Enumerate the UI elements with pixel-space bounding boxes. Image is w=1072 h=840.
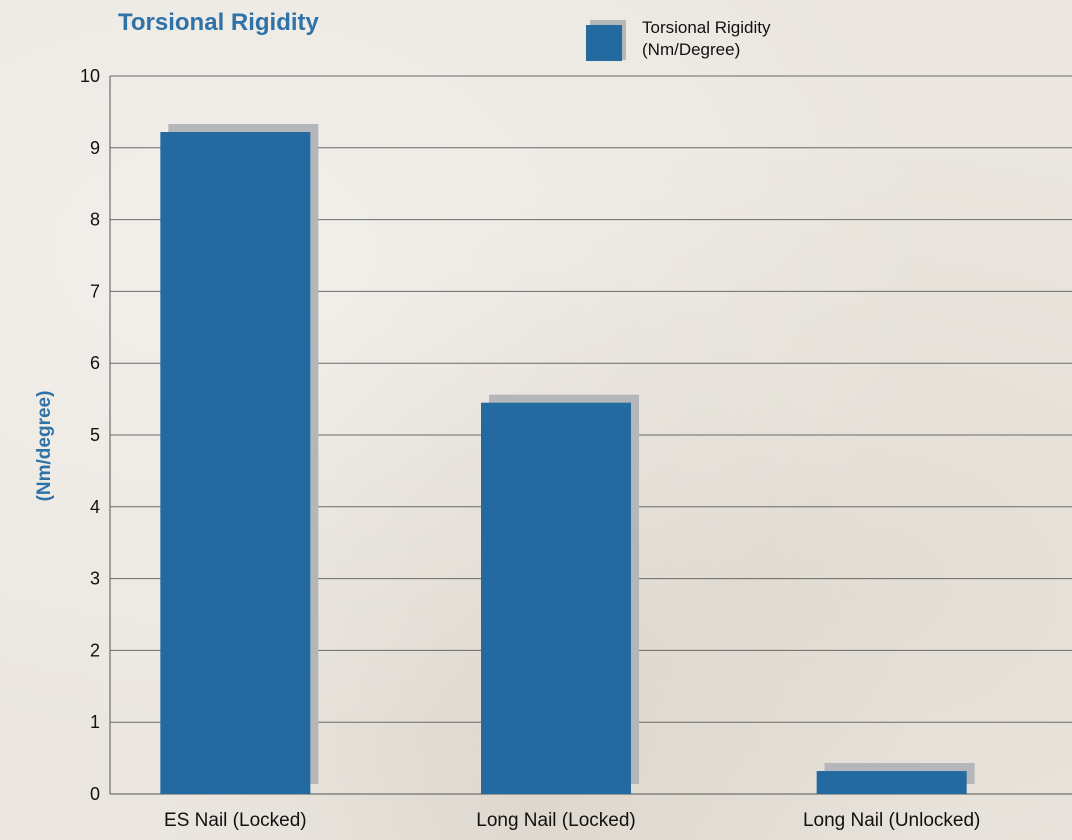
legend: Torsional Rigidity (Nm/Degree) xyxy=(586,18,771,61)
bar xyxy=(481,402,631,794)
y-tick-label: 0 xyxy=(90,784,100,804)
y-tick-label: 9 xyxy=(90,138,100,158)
y-tick-label: 10 xyxy=(80,66,100,86)
y-tick-label: 8 xyxy=(90,210,100,230)
y-tick-label: 2 xyxy=(90,640,100,660)
y-tick-label: 1 xyxy=(90,712,100,732)
legend-swatch xyxy=(586,25,622,61)
bars xyxy=(160,124,975,794)
bar xyxy=(816,771,967,794)
legend-label-line-1: Torsional Rigidity xyxy=(642,18,771,37)
y-tick-label: 5 xyxy=(90,425,100,445)
chart-title: Torsional Rigidity xyxy=(118,9,320,36)
y-tick-labels: 0 1 2 3 4 5 6 7 8 9 10 xyxy=(80,66,100,804)
x-category-label: ES Nail (Locked) xyxy=(164,810,307,831)
legend-label-line-2: (Nm/Degree) xyxy=(642,40,740,59)
x-category-label: Long Nail (Unlocked) xyxy=(803,810,980,831)
bar xyxy=(160,132,311,794)
x-category-labels: ES Nail (Locked) Long Nail (Locked) Long N… xyxy=(164,810,980,831)
y-tick-label: 3 xyxy=(90,569,100,589)
y-tick-label: 4 xyxy=(90,497,100,517)
y-tick-label: 6 xyxy=(90,353,100,373)
x-category-label: Long Nail (Locked) xyxy=(476,810,635,831)
y-tick-label: 7 xyxy=(90,281,100,301)
y-axis-label: (Nm/degree) xyxy=(34,391,55,502)
